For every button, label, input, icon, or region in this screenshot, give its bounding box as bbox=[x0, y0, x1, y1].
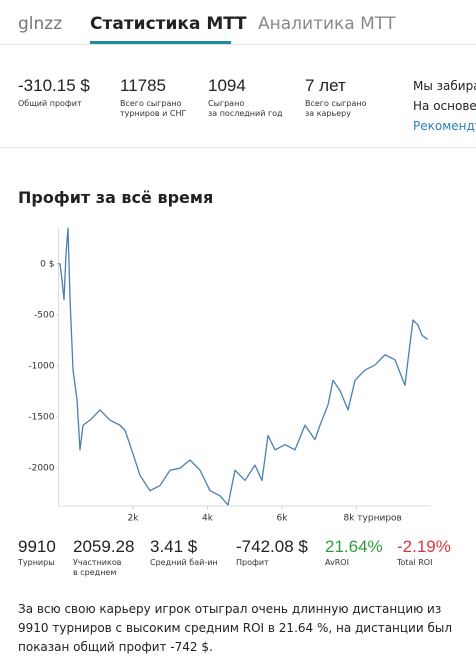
notice-line: На основе bbox=[413, 99, 476, 113]
stat-value: 3.41 $ bbox=[150, 537, 198, 556]
notice: Мы забира На основе Рекоменду bbox=[413, 76, 476, 136]
x-tick-label: 4k bbox=[202, 514, 214, 524]
stat-label: AvROI bbox=[325, 558, 349, 567]
stat-label: в среднем bbox=[73, 568, 117, 577]
tab-active[interactable]: Статистика МТТ bbox=[90, 14, 247, 34]
stat-label: за карьеру bbox=[305, 109, 351, 118]
y-tick-label: -500 bbox=[34, 310, 55, 320]
description: За всю свою карьеру игрок отыграл очень … bbox=[18, 602, 453, 654]
notice-link[interactable]: Рекоменду bbox=[413, 119, 476, 133]
stat-value: 11785 bbox=[120, 76, 167, 95]
stat-label: Total ROI bbox=[397, 558, 433, 567]
divider bbox=[0, 44, 476, 45]
x-tick-label: 2k bbox=[128, 514, 140, 524]
stat-label: Общий профит bbox=[18, 99, 82, 108]
stat-label: турниров и СНГ bbox=[120, 109, 187, 118]
stat-label: Турниры bbox=[18, 558, 55, 567]
stat-label: Всего сыграно bbox=[305, 99, 367, 108]
stat-value: 2059.28 bbox=[73, 537, 135, 556]
stat-value: 9910 bbox=[18, 537, 56, 556]
stat-value: -2.19% bbox=[397, 537, 451, 556]
stat-value: 1094 bbox=[208, 76, 246, 95]
stat-label: Всего сыграно bbox=[120, 99, 182, 108]
y-tick-label: -1500 bbox=[28, 413, 54, 423]
y-tick-label: -1000 bbox=[28, 361, 54, 371]
profit-line bbox=[58, 227, 429, 506]
chart: 0 $ -500 -1000 -1500 -2000 2k 4k 6k 8k турниров bbox=[28, 227, 431, 524]
stat-label: Участников bbox=[73, 558, 122, 567]
stat-value: -310.15 $ bbox=[18, 76, 90, 95]
user-name[interactable]: glnzz bbox=[18, 14, 63, 34]
x-tick-label: 8k турниров bbox=[344, 514, 402, 524]
stat-label: Профит bbox=[236, 558, 269, 567]
stat-value: 7 лет bbox=[305, 76, 346, 95]
divider bbox=[0, 147, 476, 148]
chart-title: Профит за всё время bbox=[18, 188, 214, 207]
stat-value: 21.64% bbox=[325, 537, 383, 556]
tab[interactable]: Аналитика МТТ bbox=[258, 14, 396, 34]
stat-label: Средний бай-ин bbox=[150, 558, 218, 567]
y-tick-label: -2000 bbox=[28, 464, 54, 474]
notice-line: Мы забира bbox=[413, 79, 476, 93]
x-tick-label: 6k bbox=[277, 514, 289, 524]
tab-underline bbox=[90, 41, 231, 44]
stat-value: -742.08 $ bbox=[236, 537, 308, 556]
stat-label: Сыграно bbox=[208, 99, 245, 108]
stat-label: за последний год bbox=[208, 109, 283, 118]
y-tick-label: 0 $ bbox=[40, 259, 54, 269]
